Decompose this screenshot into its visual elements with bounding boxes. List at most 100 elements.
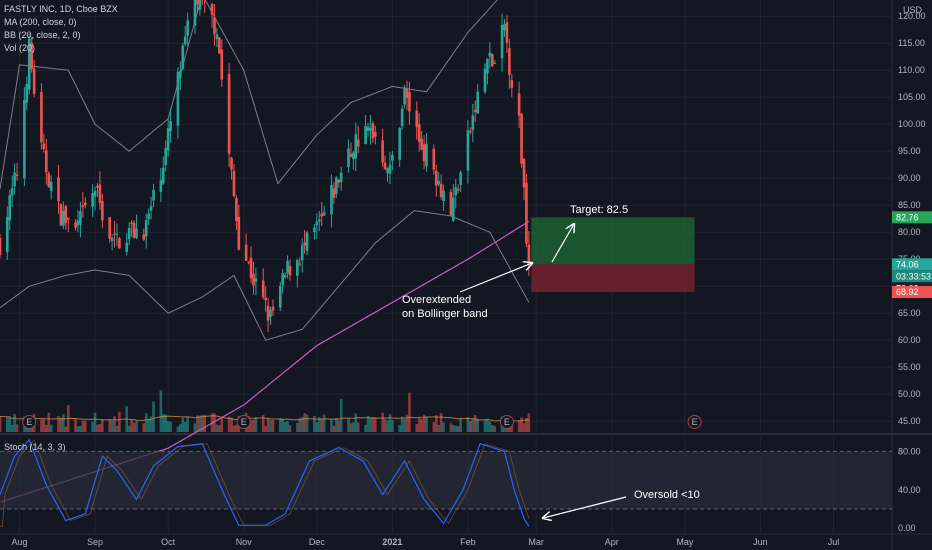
candle-body: [91, 192, 94, 207]
candle-body: [254, 278, 258, 282]
candle-body: [218, 37, 221, 54]
candle-body: [93, 190, 97, 197]
volume-bar: [520, 417, 523, 432]
price-tag-last: [892, 258, 932, 271]
target-annotation: Target: 82.5: [570, 204, 628, 216]
candle-body: [483, 68, 487, 92]
candle-body: [135, 228, 138, 238]
price-tick-label: 50.00: [898, 389, 921, 399]
candle-body: [439, 183, 443, 197]
candle-body: [164, 147, 168, 166]
candle-body: [381, 140, 384, 163]
volume-bar: [81, 420, 85, 432]
candle-body: [247, 261, 250, 263]
volume-bar: [420, 418, 423, 432]
symbol-legend[interactable]: FASTLY INC, 1D, Cboe BZX: [4, 4, 118, 14]
volume-bar: [347, 417, 350, 432]
candle-body: [45, 150, 48, 173]
stoch-legend[interactable]: Stoch (14, 3, 3): [4, 442, 66, 452]
candle-body: [49, 181, 53, 192]
volume-bar: [113, 416, 116, 432]
candle-body: [113, 233, 116, 235]
volume-bar: [305, 414, 309, 432]
time-tick-label: Nov: [236, 537, 253, 547]
candle-body: [264, 297, 267, 301]
candle-body: [110, 237, 114, 242]
price-tick-label: 105.00: [898, 92, 926, 102]
candle-body: [369, 127, 372, 131]
volume-bar: [264, 425, 267, 432]
candle-body: [269, 309, 272, 317]
oversold-annotation: Oversold <10: [634, 489, 700, 501]
volume-bar: [300, 417, 304, 432]
volume-bar: [281, 418, 285, 432]
candle-body: [520, 114, 523, 164]
volume-bar: [45, 424, 48, 432]
time-tick-label: Jun: [753, 537, 768, 547]
volume-bar: [442, 422, 445, 432]
volume-bar: [198, 415, 202, 432]
candle-body: [130, 222, 133, 224]
volume-bar: [417, 418, 421, 432]
candle-body: [196, 0, 199, 5]
candle-body: [96, 185, 99, 188]
candle-body: [210, 4, 214, 15]
candle-body: [193, 0, 197, 26]
volume-bar: [400, 416, 404, 432]
candle-body: [337, 180, 341, 183]
volume-bar: [149, 416, 153, 432]
volume-bar: [303, 413, 306, 432]
volume-bar: [415, 423, 419, 432]
volume-bar: [0, 416, 2, 432]
volume-bar: [130, 419, 133, 432]
volume-bars: [0, 390, 531, 432]
candle-body: [286, 260, 289, 274]
volume-bar: [203, 414, 207, 432]
candle-body: [115, 233, 119, 235]
volume-bar: [127, 425, 131, 432]
price-tag-countdown: [892, 270, 932, 283]
volume-bar: [40, 419, 43, 432]
ma-legend[interactable]: MA (200, close, 0): [4, 17, 77, 27]
candle-body: [339, 172, 343, 183]
candle-body: [198, 0, 202, 10]
candle-body: [81, 205, 85, 208]
candle-body: [452, 197, 455, 221]
candle-body: [127, 227, 131, 240]
stochastic-panel: [0, 438, 892, 527]
volume-bar: [317, 417, 321, 432]
candle-body: [330, 185, 333, 215]
volume-legend[interactable]: Vol (20): [4, 43, 36, 53]
price-tag-label: 74.06: [896, 259, 919, 269]
candle-body: [493, 62, 497, 64]
time-tick-label: Jul: [828, 537, 840, 547]
volume-bar: [527, 413, 531, 432]
volume-bar: [335, 418, 338, 432]
volume-bar: [296, 422, 299, 432]
time-tick-label: Dec: [309, 537, 326, 547]
bb-legend[interactable]: BB (20, close, 2, 0): [4, 30, 81, 40]
volume-bar: [181, 417, 185, 432]
time-tick-label: Mar: [528, 537, 544, 547]
volume-bar: [249, 420, 253, 432]
candle-body: [449, 191, 453, 216]
candle-body: [317, 219, 321, 222]
candle-body: [152, 190, 155, 201]
time-tick-label: Apr: [605, 537, 619, 547]
candle-body: [176, 71, 180, 126]
candle-body: [98, 184, 102, 204]
candle-body: [454, 187, 458, 196]
annotations: Target: 82.5 Overextended on Bollinger ban…: [402, 204, 700, 518]
candle-body: [456, 188, 460, 191]
candle-body: [349, 154, 353, 157]
earnings-marker: [22, 415, 37, 429]
position-zones: [531, 217, 695, 293]
candle-body: [388, 164, 392, 174]
candle-body: [57, 177, 60, 202]
candle-body: [15, 174, 19, 176]
volume-bar: [213, 413, 216, 432]
candle-body: [62, 210, 65, 226]
candle-body: [425, 143, 428, 167]
